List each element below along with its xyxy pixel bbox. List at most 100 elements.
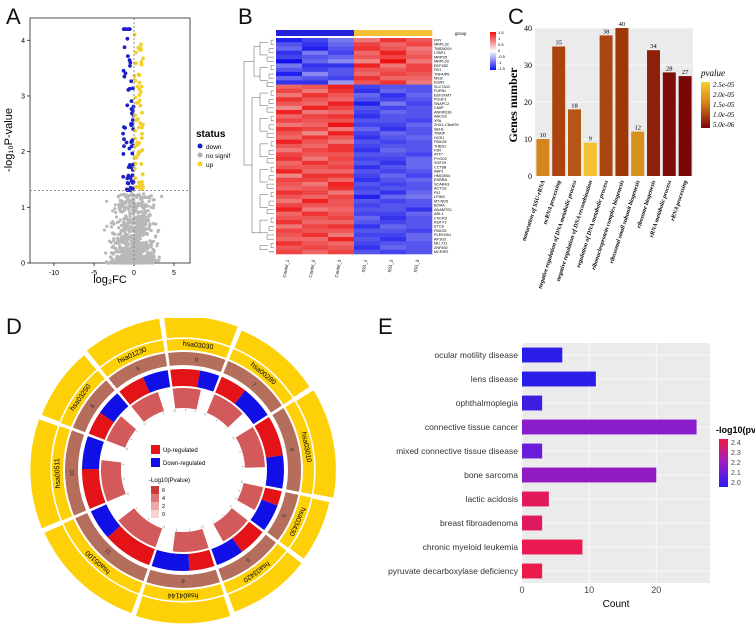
heatmap-cell [276,207,303,212]
sector-count-band [146,569,220,588]
heatmap-gene-label: ADAMTS1 [434,208,452,212]
disease-bar-xtick-label: 0 [519,585,524,595]
volcano-point-nosignif [124,247,128,251]
heatmap-cell [276,152,303,157]
heatmap-gene-label: LTBP1 [434,51,445,55]
heatmap-cell [406,76,433,81]
sector-pvalue-arc [235,427,265,468]
heatmap-cell [380,135,407,140]
sector-count-label: 5 [280,513,287,519]
disease-bar-xtick-label: 10 [584,585,594,595]
volcano-ytick-label: 2 [21,149,25,156]
heatmap-cell [328,169,355,174]
volcano-point-nosignif [145,196,149,200]
heatmap-cell [380,59,407,64]
heatmap-cell [406,220,433,225]
disease-category-label: lactic acidosis [466,494,518,504]
sector-count-label: 7 [250,382,257,389]
sector-down-arc [234,390,268,425]
volcano-point-down [122,74,127,79]
go-bar-ytick-label: 20 [524,98,532,107]
heatmap-cell [406,54,433,60]
heatmap-cell [302,173,329,179]
volcano-xtick-label: -5 [91,270,97,277]
heatmap-cell [302,63,329,68]
volcano-point-nosignif [131,241,135,246]
sector-inner-tick [143,423,145,426]
volcano-point-nosignif [138,197,143,201]
heatmap-cell [380,190,407,196]
heatmap-cell [302,93,329,98]
heatmap-cell [380,50,407,56]
kegg-circos-plot: hsa030309hsa002807hsa030106hsa034305hsa0… [29,318,338,625]
volcano-point-up [132,32,137,37]
sector-inner-tick [232,436,235,438]
sector-up-arc [254,417,283,458]
heatmap-cell [406,38,433,43]
volcano-point-nosignif [148,255,152,259]
sector-inner-tick [162,525,164,528]
volcano-point-nosignif [128,237,132,241]
volcano-point-up [137,73,142,78]
heatmap-cell [328,173,355,179]
heatmap-cell [328,71,355,77]
go-bar-value-label: 9 [589,136,592,143]
heatmap-cell [354,220,381,225]
heatmap-cell [328,220,355,225]
volcano-point-nosignif [121,192,126,197]
heatmap-scale-label: 1.5 [498,30,504,35]
volcano-point-nosignif [137,192,141,196]
volcano-point-nosignif [117,194,121,198]
sector-inner-tick [202,525,204,528]
volcano-point-nosignif [139,255,143,259]
volcano-point-nosignif [142,226,146,230]
volcano-point-down [129,79,134,84]
heatmap-cell [328,114,355,119]
heatmap-cell [276,165,303,170]
heatmap-scale-label: 1 [498,36,501,41]
heatmap: FRYMRPL32TMEM209LTBP1MRPS5MRPL53EEF1B2PD… [243,30,506,278]
volcano-point-down [124,140,129,145]
sector-inner-tick [234,497,237,500]
volcano-point-up [140,110,144,115]
heatmap-cell [354,165,381,170]
sector-outer-band [163,318,240,348]
volcano-point-nosignif [112,261,116,265]
heatmap-cell [328,105,355,111]
volcano-point-down [125,36,130,41]
panel-label-c: C [508,4,524,29]
volcano-point-nosignif [143,214,147,219]
volcano-ylabel: -log₁₀P-value [3,108,15,172]
heatmap-column-label: Contol_1 [282,259,290,278]
heatmap-cell [302,76,329,81]
heatmap-cell [354,215,381,221]
heatmap-cell [354,177,381,183]
heatmap-gene-label: MCRIP2 [434,250,448,254]
volcano-point-nosignif [114,215,119,219]
volcano-legend-label: no signif [206,153,230,160]
heatmap-cell [328,211,355,217]
volcano-point-up [138,103,143,108]
heatmap-cell [302,220,329,225]
heatmap-cell [406,190,433,196]
volcano-point-nosignif [144,253,148,258]
volcano-point-nosignif [128,211,132,215]
sector-count-label: 8 [90,403,97,410]
heatmap-cell [302,71,329,77]
volcano-point-nosignif [121,246,125,250]
heatmap-cell [380,194,407,200]
heatmap-group-label: group [455,31,467,36]
volcano-xtick-label: 0 [132,270,136,277]
heatmap-cell [354,190,381,196]
go-bar-value-label: 18 [571,102,578,109]
sector-id-band [142,584,224,601]
heatmap-cell [302,135,329,140]
go-bar [552,46,566,176]
heatmap-cell [328,76,355,81]
volcano-point-nosignif [116,236,120,240]
volcano-point-nosignif [117,239,122,243]
heatmap-cell [328,38,355,43]
heatmap-cell [354,114,381,119]
volcano-point-nosignif [109,225,114,229]
volcano-point-nosignif [117,226,121,230]
